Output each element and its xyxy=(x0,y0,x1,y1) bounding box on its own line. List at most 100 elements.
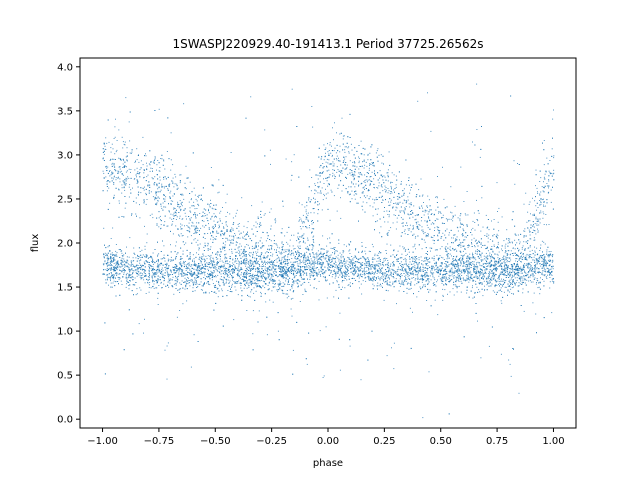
data-point xyxy=(273,279,275,281)
data-point xyxy=(207,245,209,247)
data-point xyxy=(103,227,105,229)
data-point xyxy=(302,271,304,273)
data-point xyxy=(404,279,406,281)
data-point xyxy=(438,212,439,214)
data-point xyxy=(509,279,511,281)
data-point xyxy=(543,164,545,166)
data-point xyxy=(270,225,272,227)
data-point xyxy=(124,265,126,267)
data-point xyxy=(391,188,392,190)
data-point xyxy=(204,274,206,276)
data-point xyxy=(310,199,312,201)
data-point xyxy=(315,190,317,192)
data-point xyxy=(298,255,300,257)
data-point xyxy=(331,155,333,157)
data-point xyxy=(480,254,482,256)
data-point xyxy=(316,259,318,261)
data-point xyxy=(422,207,423,209)
data-point xyxy=(486,266,488,267)
data-point xyxy=(360,283,362,285)
data-point xyxy=(369,265,371,267)
data-point xyxy=(136,182,138,184)
data-point xyxy=(250,268,252,270)
data-point xyxy=(154,158,156,160)
data-point xyxy=(417,264,419,266)
data-point xyxy=(211,207,213,209)
data-point xyxy=(335,289,337,291)
data-point xyxy=(503,291,505,293)
data-point xyxy=(476,243,478,245)
data-point xyxy=(545,271,547,273)
data-point xyxy=(320,248,322,250)
data-point xyxy=(455,238,457,240)
data-point xyxy=(174,258,176,260)
data-point xyxy=(310,258,312,260)
data-point xyxy=(373,267,375,269)
data-point xyxy=(360,140,362,142)
data-point xyxy=(453,216,454,218)
data-point xyxy=(115,179,117,181)
data-point xyxy=(476,249,478,250)
data-point xyxy=(445,218,447,220)
data-point xyxy=(176,216,178,218)
data-point xyxy=(262,280,264,282)
data-point xyxy=(340,273,342,275)
data-point xyxy=(163,187,165,189)
data-point xyxy=(147,281,148,283)
data-point xyxy=(167,281,169,283)
data-point xyxy=(524,230,526,232)
data-point xyxy=(449,275,451,277)
data-point xyxy=(462,258,464,260)
data-point xyxy=(543,181,544,183)
data-point xyxy=(210,261,212,263)
data-point xyxy=(271,264,273,266)
data-point xyxy=(276,289,278,291)
data-point xyxy=(132,270,134,272)
data-point xyxy=(120,261,122,263)
data-point xyxy=(161,183,163,185)
data-point xyxy=(412,260,413,262)
data-point xyxy=(332,154,333,156)
data-point xyxy=(147,174,149,176)
data-point xyxy=(177,187,179,189)
data-point xyxy=(343,244,345,246)
data-point xyxy=(440,278,442,280)
data-point xyxy=(314,202,316,204)
data-point xyxy=(449,248,451,250)
data-point xyxy=(123,269,125,271)
data-point xyxy=(207,268,209,270)
data-point xyxy=(323,193,325,195)
data-point xyxy=(240,267,242,268)
data-point xyxy=(216,264,218,266)
data-point xyxy=(410,273,412,275)
data-point xyxy=(118,202,120,204)
data-point xyxy=(125,184,127,186)
data-point xyxy=(242,251,244,252)
data-point xyxy=(363,186,365,188)
data-point xyxy=(313,274,315,276)
data-point xyxy=(339,133,341,135)
data-point xyxy=(221,233,223,235)
data-point xyxy=(110,265,112,267)
data-point xyxy=(387,232,389,233)
data-point xyxy=(456,271,458,273)
data-point xyxy=(509,253,511,255)
data-point xyxy=(253,225,255,227)
data-point xyxy=(494,286,496,288)
data-point xyxy=(544,260,546,262)
data-point xyxy=(118,172,120,174)
data-point xyxy=(532,268,534,270)
data-point xyxy=(213,262,215,263)
data-point xyxy=(454,214,456,216)
data-point xyxy=(394,256,396,258)
data-point xyxy=(442,257,444,259)
data-point xyxy=(524,248,526,250)
data-point xyxy=(200,227,202,229)
data-point xyxy=(276,276,278,278)
data-point xyxy=(201,285,203,287)
data-point xyxy=(119,277,121,279)
data-point xyxy=(392,261,393,263)
data-point xyxy=(451,269,453,271)
data-point xyxy=(352,259,354,261)
data-point xyxy=(330,271,332,273)
